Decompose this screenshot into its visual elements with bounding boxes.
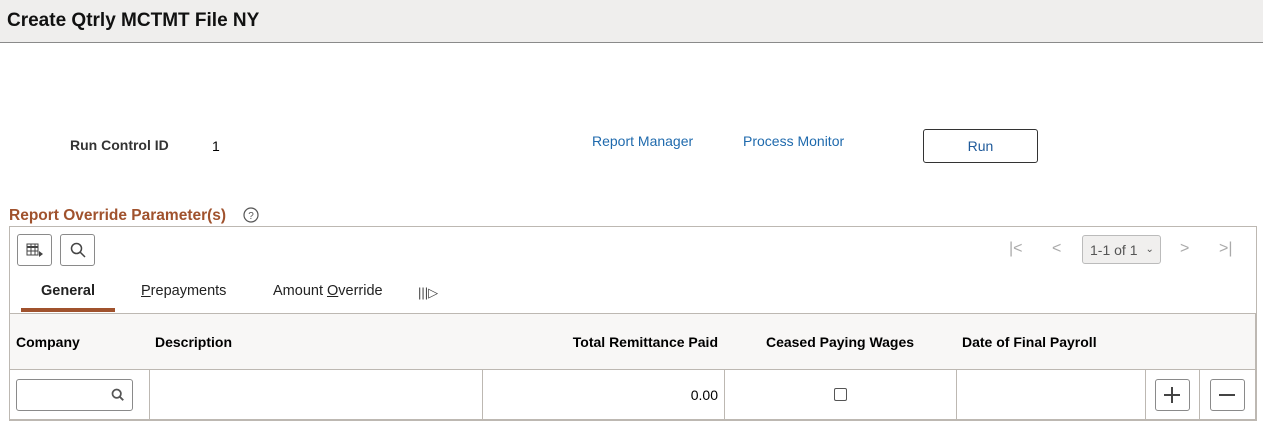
table-row [9, 370, 150, 419]
tab-prepayments[interactable]: Prepayments [141, 283, 227, 299]
report-manager-link[interactable]: Report Manager [592, 133, 694, 149]
section-title: Report Override Parameter(s) [9, 207, 227, 224]
column-header-description: Description [149, 313, 483, 370]
show-all-columns-icon[interactable]: |||▷ [418, 285, 439, 300]
delete-row-button[interactable] [1209, 378, 1245, 411]
help-circle-icon[interactable]: ? [243, 207, 259, 228]
tab-general[interactable]: General [41, 283, 95, 299]
page-header: Create Qtrly MCTMT File NY [0, 0, 1263, 43]
column-header-final-payroll: Date of Final Payroll [956, 313, 1146, 370]
description-cell [149, 370, 483, 419]
accesskey-letter: O [327, 283, 339, 299]
run-control-label: Run Control ID [70, 137, 169, 153]
column-header-delete [1199, 313, 1256, 370]
svg-text:?: ? [248, 211, 254, 222]
lookup-icon[interactable] [111, 388, 125, 402]
column-header-total-remittance: Total Remittance Paid [482, 313, 725, 370]
search-icon [70, 242, 86, 258]
final-payroll-cell [956, 370, 1146, 419]
ceased-paying-cell [724, 370, 957, 419]
chevron-down-icon: ⌄ [1145, 244, 1154, 255]
company-input[interactable] [16, 378, 133, 411]
first-page-icon[interactable]: |< [1009, 240, 1023, 257]
delete-cell [1199, 370, 1256, 419]
column-header-ceased-paying: Ceased Paying Wages [724, 313, 957, 370]
previous-page-icon[interactable]: < [1052, 240, 1062, 257]
active-tab-indicator [21, 308, 115, 312]
plus-icon [1164, 386, 1180, 403]
add-row-button[interactable] [1154, 378, 1190, 411]
minus-icon [1219, 393, 1235, 396]
next-page-icon[interactable]: > [1180, 240, 1190, 257]
personalize-grid-button[interactable] [17, 234, 52, 266]
column-header-company: Company [9, 313, 150, 370]
page-title: Create Qtrly MCTMT File NY [7, 10, 260, 31]
grid-settings-icon [26, 243, 43, 257]
run-control-value: 1 [212, 138, 220, 154]
find-button[interactable] [60, 234, 95, 266]
total-remittance-cell: 0.00 [482, 370, 725, 419]
last-page-icon[interactable]: >| [1219, 240, 1233, 257]
column-header-add [1145, 313, 1200, 370]
tab-amount-override[interactable]: Amount Override [273, 283, 383, 299]
accesskey-letter: P [141, 283, 151, 299]
process-monitor-link[interactable]: Process Monitor [743, 133, 845, 149]
run-button[interactable]: Run [923, 129, 1038, 163]
ceased-paying-checkbox[interactable] [833, 388, 847, 401]
add-cell [1145, 370, 1200, 419]
page-range-select[interactable]: 1-1 of 1 ⌄ [1082, 235, 1161, 264]
page-range-value: 1-1 of 1 [1090, 241, 1138, 258]
